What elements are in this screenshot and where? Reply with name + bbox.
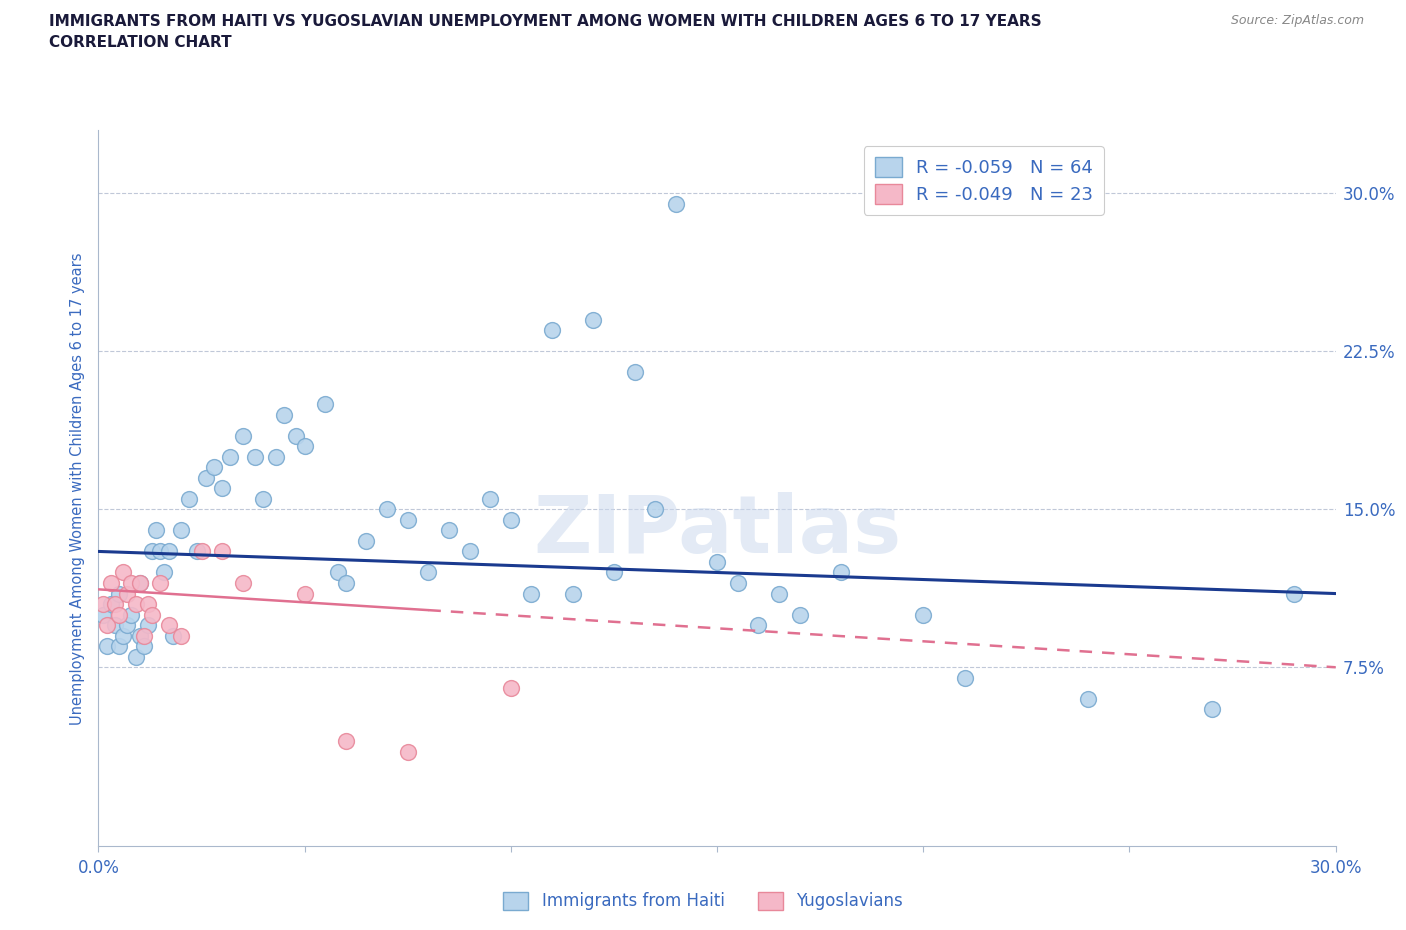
Point (252, 491, 274, 506)
Point (117, 586, 139, 601)
Point (100, 597, 122, 612)
Y-axis label: Unemployment Among Women with Children Ages 6 to 17 years: Unemployment Among Women with Children A… (70, 252, 86, 724)
Point (479, 491, 502, 506)
Point (108, 586, 131, 601)
Point (561, 586, 583, 601)
Point (603, 565, 626, 580)
Point (706, 554, 728, 569)
Point (124, 649, 146, 664)
Point (375, 502, 398, 517)
Point (396, 512, 419, 527)
Point (149, 576, 172, 591)
Point (499, 681, 522, 696)
Point (273, 407, 295, 422)
Point (153, 565, 176, 580)
Legend: Immigrants from Haiti, Yugoslavians: Immigrants from Haiti, Yugoslavians (496, 885, 910, 917)
Point (1077, 691, 1099, 706)
Point (437, 523, 460, 538)
Point (294, 586, 316, 601)
Point (136, 597, 159, 612)
Point (108, 639, 131, 654)
Point (157, 544, 180, 559)
Point (104, 597, 127, 612)
Point (136, 618, 159, 632)
Point (120, 607, 142, 622)
Point (100, 576, 122, 591)
Point (458, 544, 481, 559)
Point (285, 428, 308, 443)
Point (162, 629, 184, 644)
Point (128, 629, 150, 644)
Point (396, 744, 419, 759)
Point (112, 629, 135, 644)
Point (186, 544, 208, 559)
Text: ZIPatlas: ZIPatlas (533, 492, 901, 570)
Point (541, 323, 564, 338)
Point (1284, 586, 1306, 601)
Point (747, 618, 769, 632)
Point (132, 639, 155, 654)
Point (335, 734, 357, 749)
Point (326, 565, 349, 580)
Point (112, 565, 135, 580)
Point (128, 576, 150, 591)
Point (91, 597, 114, 612)
Point (727, 576, 749, 591)
Point (124, 597, 146, 612)
Point (108, 607, 131, 622)
Point (912, 607, 935, 622)
Point (157, 618, 180, 632)
Point (264, 449, 287, 464)
Point (120, 576, 142, 591)
Point (294, 439, 316, 454)
Point (232, 428, 254, 443)
Point (232, 576, 254, 591)
Point (211, 544, 233, 559)
Point (179, 491, 201, 506)
Point (644, 502, 666, 517)
Point (104, 618, 127, 632)
Point (141, 544, 163, 559)
Point (141, 607, 163, 622)
Point (117, 618, 139, 632)
Point (582, 312, 605, 327)
Point (211, 481, 233, 496)
Point (243, 449, 266, 464)
Point (194, 471, 217, 485)
Point (132, 629, 155, 644)
Point (499, 512, 522, 527)
Point (768, 586, 790, 601)
Point (190, 544, 212, 559)
Point (789, 607, 811, 622)
Point (170, 523, 193, 538)
Point (623, 365, 645, 379)
Point (128, 576, 150, 591)
Point (830, 565, 852, 580)
Point (314, 396, 336, 411)
Point (1201, 702, 1223, 717)
Point (219, 449, 242, 464)
Point (520, 586, 543, 601)
Point (335, 576, 357, 591)
Point (953, 671, 976, 685)
Text: CORRELATION CHART: CORRELATION CHART (49, 35, 232, 50)
Text: Source: ZipAtlas.com: Source: ZipAtlas.com (1230, 14, 1364, 27)
Point (91, 607, 114, 622)
Point (96, 618, 118, 632)
Point (665, 196, 688, 211)
Point (418, 565, 440, 580)
Point (356, 534, 378, 549)
Point (96, 639, 118, 654)
Point (202, 459, 225, 474)
Text: IMMIGRANTS FROM HAITI VS YUGOSLAVIAN UNEMPLOYMENT AMONG WOMEN WITH CHILDREN AGES: IMMIGRANTS FROM HAITI VS YUGOSLAVIAN UNE… (49, 14, 1042, 29)
Point (149, 544, 172, 559)
Point (170, 629, 193, 644)
Legend: R = -0.059   N = 64, R = -0.049   N = 23: R = -0.059 N = 64, R = -0.049 N = 23 (863, 146, 1104, 215)
Point (145, 523, 167, 538)
